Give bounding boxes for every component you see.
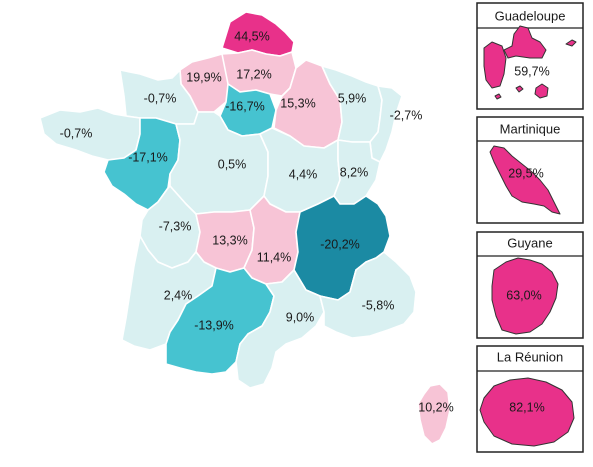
territory-guyane[interactable] (491, 257, 559, 335)
label-nord-pas-de-calais: 44,5% (234, 29, 269, 43)
inset-label-guyane: 63,0% (506, 288, 541, 302)
label-basse-normandie: -0,7% (144, 91, 177, 105)
label-haute-normandie: 19,9% (186, 70, 221, 84)
inset-title-reunion: La Réunion (497, 349, 564, 364)
label-bretagne: -0,7% (60, 126, 93, 140)
region-labels: 44,5% 19,9% 17,2% -0,7% -16,7% 15,3% 5,9… (60, 29, 454, 414)
region-paca[interactable] (319, 251, 417, 339)
island-guadeloupe[interactable] (483, 25, 577, 100)
inset-title-martinique: Martinique (500, 121, 561, 136)
label-paca: -5,8% (362, 298, 395, 312)
inset-title-guyane: Guyane (507, 235, 553, 250)
label-poitou-charentes: -7,3% (159, 219, 192, 233)
island-martinique[interactable] (489, 145, 561, 215)
label-picardie: 17,2% (236, 67, 271, 81)
label-pays-de-la-loire: -17,1% (128, 150, 168, 164)
label-midi-pyrenees: -13,9% (194, 318, 234, 332)
mainland-regions (39, 11, 451, 445)
inset-reunion-panel: La Réunion 82,1% (476, 345, 584, 453)
region-languedoc-roussillon[interactable] (235, 269, 325, 389)
label-limousin: 13,3% (212, 233, 247, 247)
label-alsace: -2,7% (390, 108, 423, 122)
label-bourgogne: 4,4% (289, 167, 318, 181)
label-auvergne: 11,4% (257, 250, 292, 264)
label-franche-comte: 8,2% (340, 165, 369, 179)
island-reunion[interactable] (479, 377, 575, 447)
inset-label-guadeloupe: 59,7% (514, 64, 549, 78)
inset-label-reunion: 82,1% (509, 400, 544, 414)
label-corse: 10,2% (418, 400, 453, 414)
inset-label-martinique: 29,5% (508, 166, 543, 180)
label-ile-de-france: -16,7% (225, 99, 265, 113)
region-corse[interactable] (417, 383, 451, 445)
label-lorraine: 5,9% (338, 91, 367, 105)
label-rhone-alpes: -20,2% (320, 237, 360, 251)
label-champagne-ardenne: 15,3% (280, 96, 315, 110)
inset-title-guadeloupe: Guadeloupe (495, 8, 566, 23)
region-midi-pyrenees[interactable] (165, 267, 275, 375)
label-languedoc-roussillon: 9,0% (286, 310, 315, 324)
label-aquitaine: 2,4% (164, 288, 193, 302)
label-centre: 0,5% (218, 157, 247, 171)
inset-guadeloupe-panel: Guadeloupe 59,7% (476, 2, 584, 110)
inset-guyane-panel: Guyane 63,0% (476, 231, 584, 339)
inset-martinique-panel: Martinique 29,5% (476, 116, 584, 224)
